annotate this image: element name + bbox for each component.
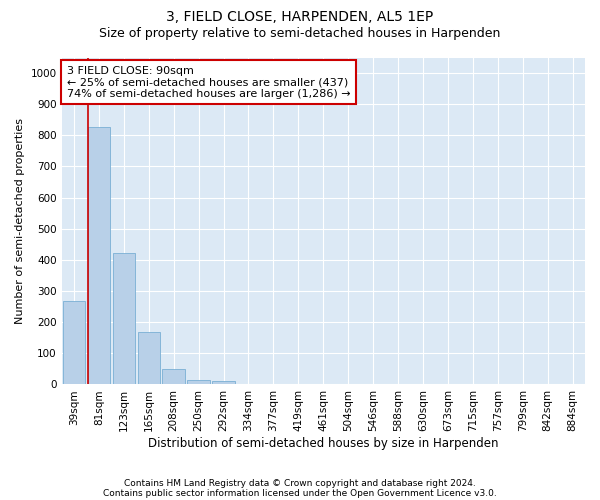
Bar xyxy=(137,332,160,384)
Text: Size of property relative to semi-detached houses in Harpenden: Size of property relative to semi-detach… xyxy=(100,28,500,40)
Bar xyxy=(88,127,110,384)
Y-axis label: Number of semi-detached properties: Number of semi-detached properties xyxy=(15,118,25,324)
Text: 3 FIELD CLOSE: 90sqm
← 25% of semi-detached houses are smaller (437)
74% of semi: 3 FIELD CLOSE: 90sqm ← 25% of semi-detac… xyxy=(67,66,350,99)
Text: 3, FIELD CLOSE, HARPENDEN, AL5 1EP: 3, FIELD CLOSE, HARPENDEN, AL5 1EP xyxy=(166,10,434,24)
Bar xyxy=(163,369,185,384)
Bar xyxy=(212,382,235,384)
Bar xyxy=(113,252,135,384)
X-axis label: Distribution of semi-detached houses by size in Harpenden: Distribution of semi-detached houses by … xyxy=(148,437,499,450)
Text: Contains public sector information licensed under the Open Government Licence v3: Contains public sector information licen… xyxy=(103,488,497,498)
Bar xyxy=(63,302,85,384)
Bar xyxy=(187,380,210,384)
Text: Contains HM Land Registry data © Crown copyright and database right 2024.: Contains HM Land Registry data © Crown c… xyxy=(124,478,476,488)
